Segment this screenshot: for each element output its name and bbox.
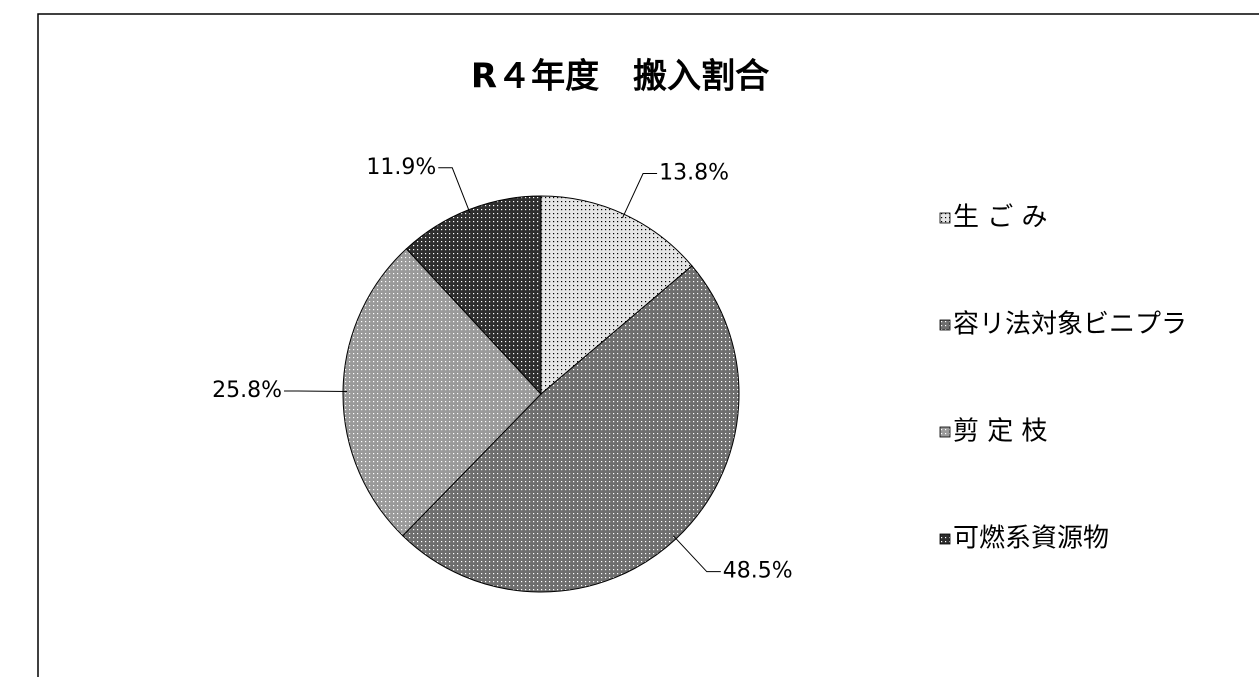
chart-title: R４年度 搬入割合 <box>471 57 769 97</box>
data-label: 25.8% <box>212 378 282 403</box>
legend-label: 容リ法対象ビニプラ <box>953 310 1187 340</box>
leader-line <box>438 167 471 214</box>
legend-label: 生 ご み <box>953 203 1048 233</box>
legend-label: 剪 定 枝 <box>953 417 1048 447</box>
legend-swatch <box>939 212 951 224</box>
legend-label: 可燃系資源物 <box>953 524 1109 554</box>
legend-swatch <box>939 319 951 331</box>
data-label: 11.9% <box>366 155 436 180</box>
leader-line <box>284 390 348 393</box>
legend-swatch <box>939 426 951 438</box>
leader-line <box>672 535 721 573</box>
data-label: 48.5% <box>723 559 793 584</box>
leader-line <box>622 172 658 219</box>
data-label: 13.8% <box>659 160 729 185</box>
legend-swatch <box>939 533 951 545</box>
